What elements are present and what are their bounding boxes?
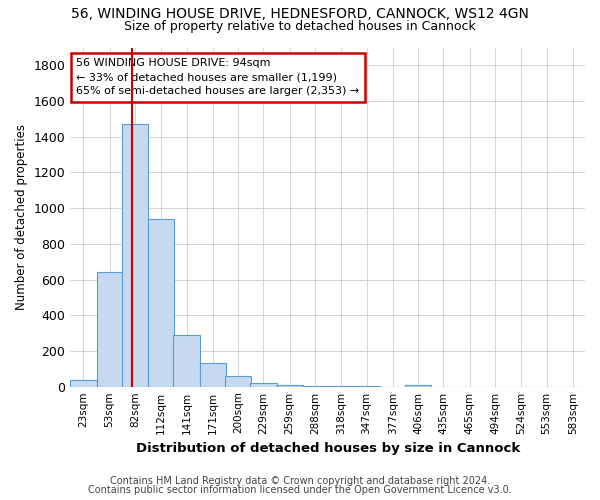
Bar [250, 383, 277, 386]
Text: Size of property relative to detached houses in Cannock: Size of property relative to detached ho… [124, 20, 476, 33]
X-axis label: Distribution of detached houses by size in Cannock: Distribution of detached houses by size … [136, 442, 520, 455]
Bar [225, 376, 251, 386]
Bar [200, 364, 226, 386]
Y-axis label: Number of detached properties: Number of detached properties [15, 124, 28, 310]
Bar [70, 380, 97, 386]
Text: 56 WINDING HOUSE DRIVE: 94sqm
← 33% of detached houses are smaller (1,199)
65% o: 56 WINDING HOUSE DRIVE: 94sqm ← 33% of d… [76, 58, 359, 96]
Bar [97, 272, 123, 386]
Bar [148, 219, 174, 386]
Text: 56, WINDING HOUSE DRIVE, HEDNESFORD, CANNOCK, WS12 4GN: 56, WINDING HOUSE DRIVE, HEDNESFORD, CAN… [71, 8, 529, 22]
Bar [122, 124, 148, 386]
Bar [173, 335, 200, 386]
Text: Contains public sector information licensed under the Open Government Licence v3: Contains public sector information licen… [88, 485, 512, 495]
Text: Contains HM Land Registry data © Crown copyright and database right 2024.: Contains HM Land Registry data © Crown c… [110, 476, 490, 486]
